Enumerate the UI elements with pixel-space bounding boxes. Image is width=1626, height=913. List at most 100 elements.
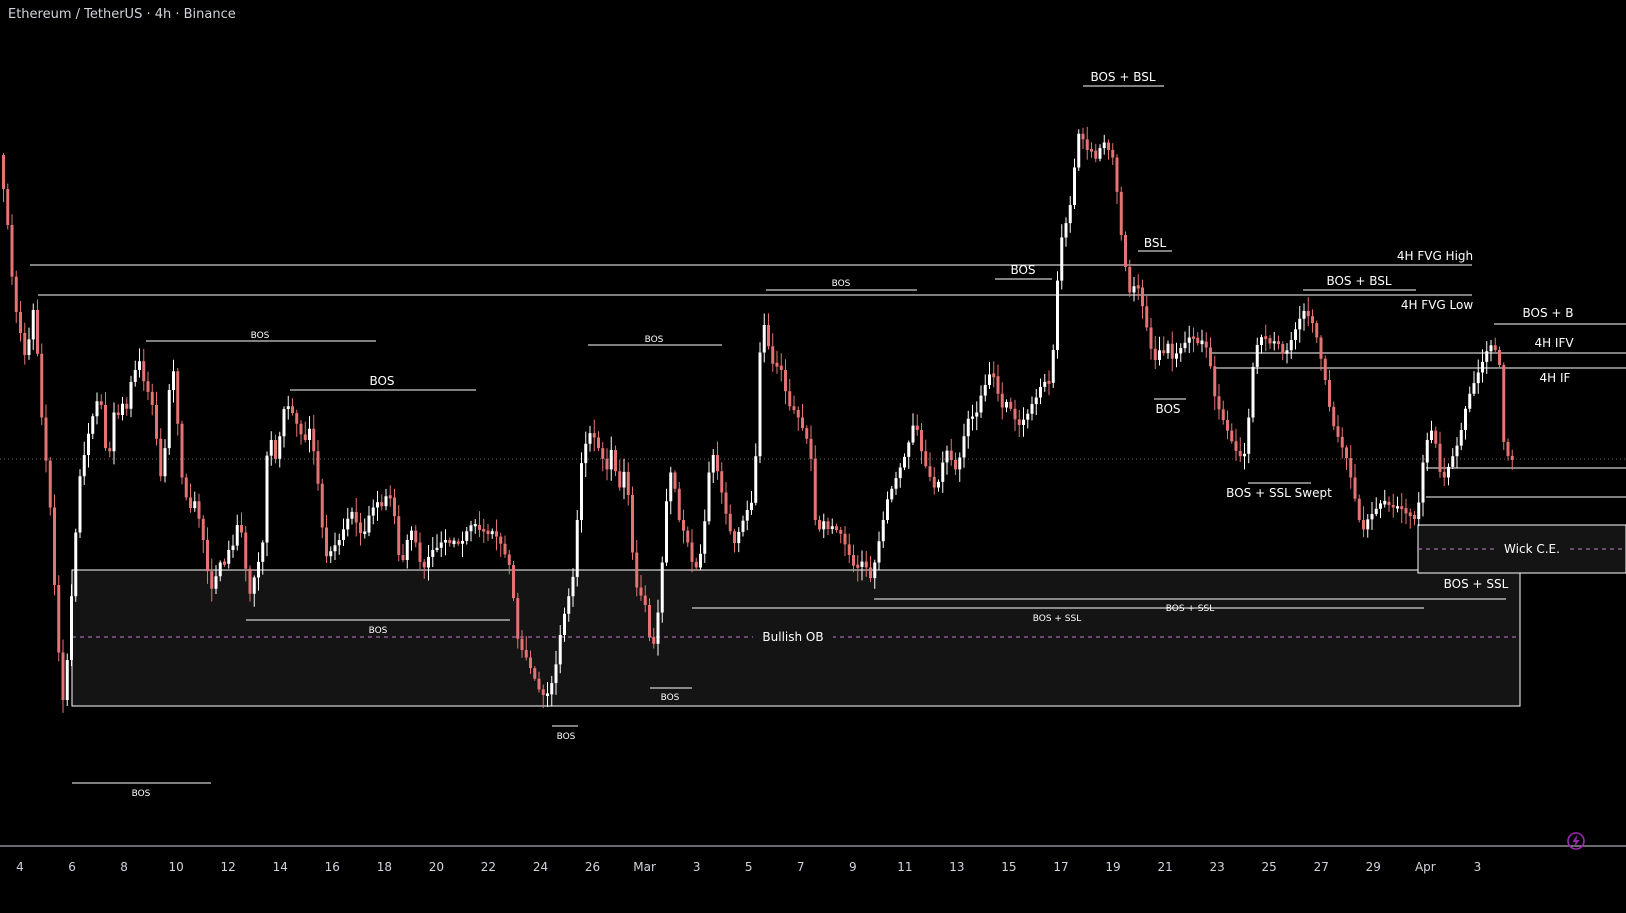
candle-body-218 — [928, 466, 932, 477]
time-axis[interactable]: 4 6 8 10 12 14 16 18 20 22 24 26 Mar 3 5 7 9 11 13 15 17 19 21… — [0, 845, 1626, 874]
candle-body-351 — [1493, 345, 1497, 350]
candle-body-256 — [1090, 149, 1093, 152]
candle-body-162 — [690, 542, 694, 562]
x-tick-24: 25 — [1262, 860, 1277, 874]
x-tick-22: 21 — [1157, 860, 1172, 874]
x-tick-8: 20 — [429, 860, 444, 874]
candle-body-203 — [864, 561, 868, 568]
candle-body-114 — [486, 530, 490, 535]
candle-body-161 — [686, 530, 690, 543]
level-label-10: BOS + B — [1523, 306, 1574, 320]
candle-body-35 — [150, 391, 154, 405]
candle-body-295 — [1255, 345, 1259, 367]
candle-body-309 — [1315, 323, 1319, 338]
level-label-13: BOS — [369, 626, 388, 636]
candle-body-241 — [1026, 413, 1030, 420]
candle-body-107 — [456, 541, 460, 544]
candle-body-16 — [70, 596, 73, 660]
candle-body-146 — [622, 471, 626, 488]
candle-body-38 — [163, 448, 167, 477]
candle-body-208 — [886, 499, 889, 520]
candle-body-45 — [193, 501, 197, 509]
candle-body-191 — [813, 458, 817, 520]
candle-body-299 — [1272, 341, 1276, 344]
candle-body-192 — [818, 520, 821, 530]
candle-body-100 — [427, 556, 430, 568]
candle-body-228 — [971, 416, 974, 419]
candle-body-283 — [1204, 341, 1208, 348]
candle-body-173 — [737, 531, 741, 544]
candle-body-331 — [1408, 512, 1412, 516]
labels-layer: Bullish OB Wick C.E. 4H FVG High 4H FVG Low… — [132, 70, 1575, 799]
candle-body-68 — [291, 406, 294, 414]
candle-body-255 — [1085, 139, 1089, 150]
candle-body-80 — [342, 529, 345, 540]
candle-body-106 — [452, 540, 456, 545]
candle-body-195 — [830, 526, 834, 530]
candle-body-133 — [567, 596, 571, 614]
candle-body-153 — [652, 636, 656, 644]
x-tick-23: 23 — [1210, 860, 1225, 874]
zone-label-1: Wick C.E. — [1504, 542, 1560, 556]
candle-body-215 — [915, 425, 919, 430]
candle-body-9 — [40, 353, 44, 418]
candle-body-163 — [694, 561, 698, 568]
candle-body-83 — [354, 511, 358, 523]
candle-body-246 — [1047, 380, 1051, 384]
candle-body-188 — [801, 417, 804, 429]
candle-body-279 — [1187, 337, 1191, 343]
candle-body-240 — [1022, 419, 1025, 425]
x-tick-21: 19 — [1105, 860, 1120, 874]
x-tick-9: 22 — [481, 860, 496, 874]
candle-body-254 — [1081, 133, 1085, 140]
candle-body-263 — [1119, 191, 1123, 235]
candle-body-174 — [741, 520, 745, 532]
candle-body-53 — [227, 550, 231, 564]
candle-body-262 — [1115, 157, 1119, 192]
candle-body-250 — [1064, 223, 1068, 238]
candle-body-183 — [779, 365, 783, 370]
candle-body-219 — [932, 476, 936, 488]
candle-body-253 — [1077, 133, 1081, 168]
candle-body-239 — [1017, 419, 1021, 425]
candle-body-318 — [1353, 477, 1357, 499]
level-label-14: BOS — [661, 693, 680, 703]
candle-body-76 — [325, 527, 328, 557]
candle-body-201 — [856, 564, 860, 568]
candle-body-109 — [465, 531, 469, 541]
candle-body-1 — [6, 189, 10, 225]
candle-body-61 — [261, 542, 265, 562]
candle-body-120 — [512, 565, 515, 599]
candle-body-84 — [359, 522, 362, 534]
candle-body-328 — [1396, 506, 1399, 509]
candle-body-32 — [138, 361, 141, 370]
candle-body-67 — [286, 406, 290, 410]
candle-body-197 — [839, 530, 843, 534]
candle-body-20 — [87, 433, 90, 455]
level-label-0: 4H FVG High — [1397, 249, 1473, 263]
candle-body-29 — [125, 403, 129, 409]
candle-body-60 — [257, 561, 260, 578]
candle-body-272 — [1158, 350, 1161, 360]
candle-body-11 — [48, 460, 52, 508]
candle-body-78 — [333, 545, 337, 552]
candle-body-23 — [99, 401, 103, 405]
candle-body-171 — [728, 513, 732, 532]
candle-body-24 — [104, 405, 107, 449]
candle-body-236 — [1005, 401, 1008, 408]
candle-body-222 — [945, 450, 949, 463]
candle-body-325 — [1383, 500, 1387, 505]
candle-body-285 — [1213, 366, 1217, 397]
candle-body-207 — [881, 520, 885, 542]
candle-body-187 — [796, 410, 800, 418]
candle-body-317 — [1349, 458, 1353, 478]
candle-body-132 — [563, 613, 566, 635]
tradingview-logo-icon[interactable] — [1566, 831, 1586, 851]
candle-body-164 — [699, 553, 702, 568]
candle-body-131 — [558, 635, 562, 665]
candle-body-143 — [609, 450, 613, 470]
candle-body-298 — [1268, 338, 1272, 344]
candle-body-249 — [1060, 237, 1064, 281]
